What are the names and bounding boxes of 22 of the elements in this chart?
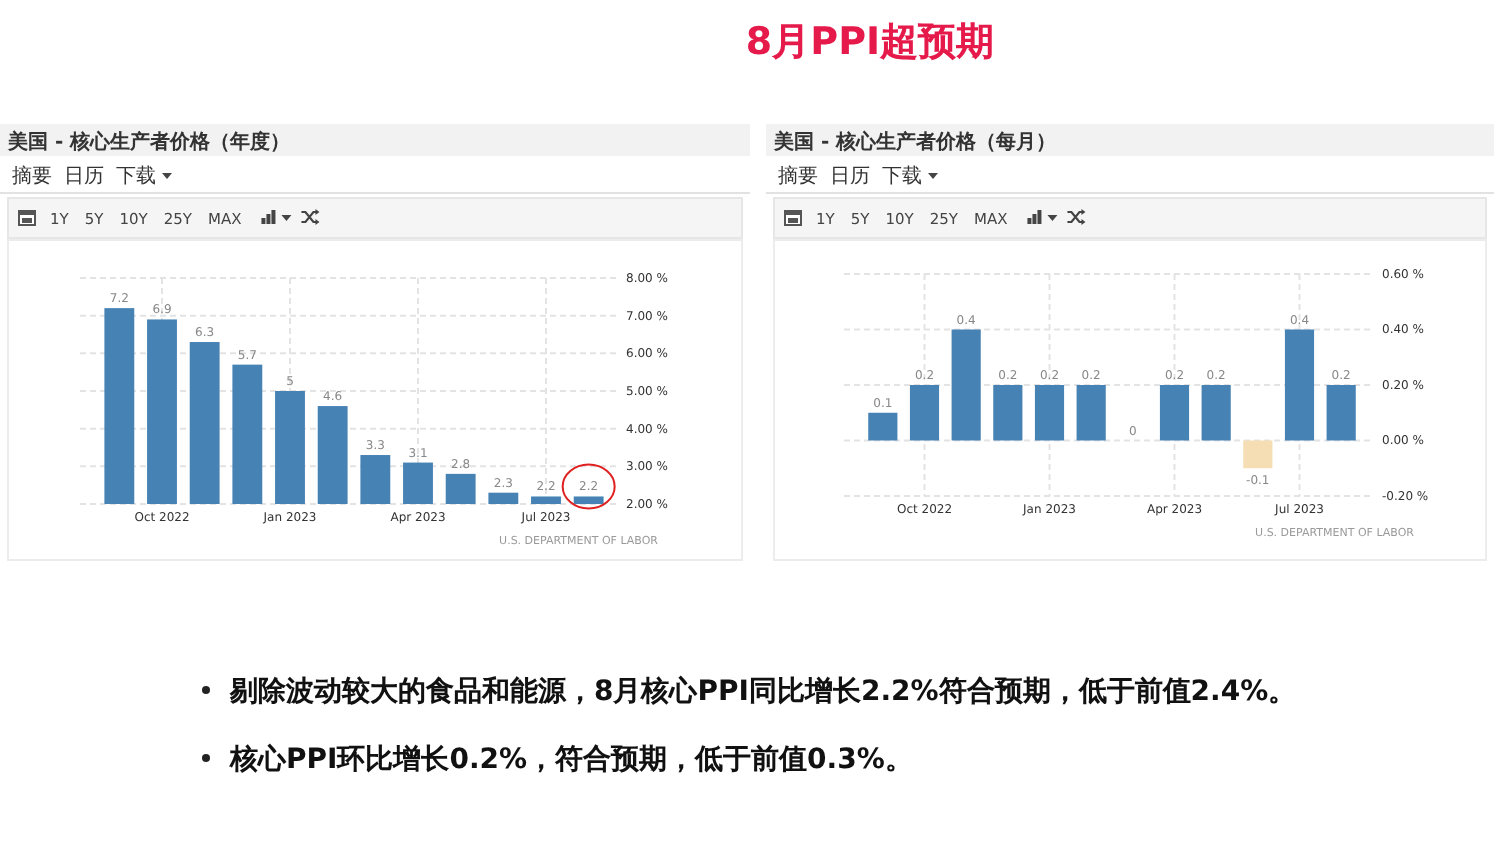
bar (1076, 385, 1106, 441)
text: 下载 (882, 164, 922, 188)
text: 日历 (64, 166, 104, 188)
text: 日历 (830, 166, 870, 188)
bar (1284, 329, 1315, 441)
bar (868, 412, 898, 441)
text: 剔除波动较大的食品和能源，8月核心PPI同比增长2.2%符合预期，低于前值2.4%。 (228, 674, 1297, 708)
text: 摘要 (778, 164, 818, 188)
chart-title: 美国 - 核心生产者价格（每月） (772, 130, 1057, 154)
bar (1034, 385, 1065, 441)
text: 8月PPI超预期 (745, 20, 995, 64)
bar (1159, 385, 1190, 441)
bar (1201, 385, 1231, 441)
text: 摘要 (12, 164, 52, 188)
bar (909, 385, 940, 441)
text: 核心PPI环比增长0.2%，符合预期，低于前值0.3%。 (228, 742, 913, 776)
text: 下载 (116, 164, 156, 188)
chart-title: 美国 - 核心生产者价格（年度） (6, 130, 291, 154)
bar (1326, 385, 1356, 441)
bar (993, 385, 1023, 441)
bar (951, 329, 981, 441)
bar (1243, 440, 1273, 469)
